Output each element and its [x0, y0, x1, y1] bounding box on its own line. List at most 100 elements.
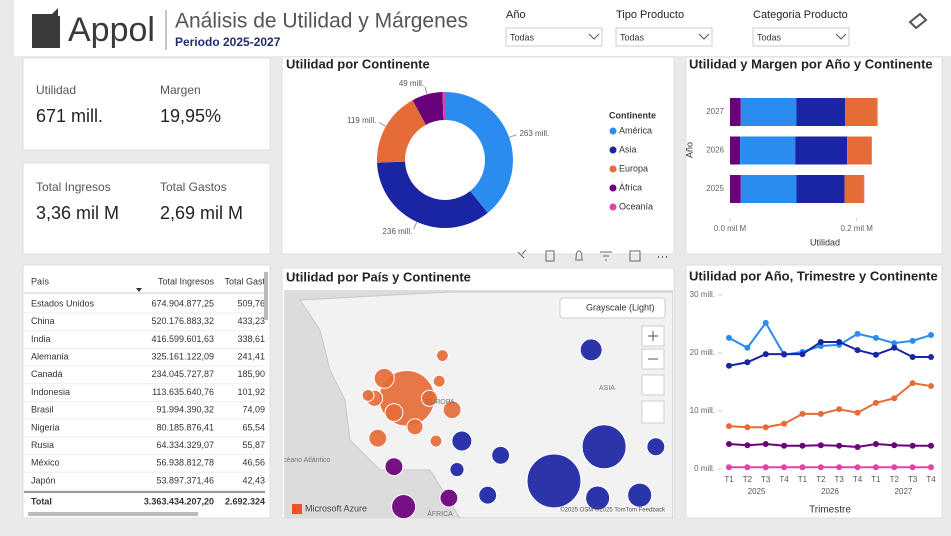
- x-tick-label: T4: [926, 475, 936, 484]
- bubble[interactable]: [449, 461, 465, 478]
- legend-marker: [609, 146, 617, 154]
- x-tick-label: T1: [724, 475, 734, 484]
- x-group-label: 2025: [748, 487, 766, 496]
- legend-label[interactable]: América: [619, 125, 652, 135]
- filter-value: Todas: [620, 32, 645, 42]
- bar-segment: [730, 175, 741, 203]
- bubble[interactable]: [406, 418, 424, 436]
- alert-icon[interactable]: [575, 250, 583, 261]
- bar-segment: [740, 98, 797, 126]
- legend-marker: [609, 203, 617, 211]
- x-axis-title: Trimestre: [809, 505, 851, 516]
- bubble[interactable]: [420, 389, 439, 407]
- table-cell: 101,92: [237, 387, 265, 397]
- bubble[interactable]: [429, 434, 443, 448]
- line-marker: [891, 344, 898, 351]
- table-cell: 234.045.727,87: [151, 369, 214, 379]
- line-marker: [854, 409, 861, 416]
- column-header[interactable]: País: [31, 276, 50, 286]
- bubble[interactable]: [526, 453, 582, 509]
- bubble[interactable]: [442, 400, 462, 420]
- pin-icon[interactable]: [517, 249, 527, 259]
- filter-icon[interactable]: [600, 251, 612, 261]
- donut-slice: [442, 92, 445, 121]
- line-marker: [817, 464, 824, 471]
- bubble[interactable]: [491, 445, 511, 465]
- filter-dropdown[interactable]: [505, 27, 603, 47]
- table-cell: Canadá: [31, 369, 63, 379]
- table-cell: 64.334.329,07: [156, 440, 214, 450]
- style-button[interactable]: [559, 297, 666, 319]
- kpi-card: [22, 162, 271, 255]
- x-tick-label: T3: [908, 475, 918, 484]
- visual-toolbar: [517, 249, 667, 262]
- bubble[interactable]: [579, 338, 603, 362]
- table: País Total Ingresos Total Gast Estados Unid…: [24, 276, 265, 506]
- bubble[interactable]: [581, 424, 627, 470]
- line-marker: [744, 464, 751, 471]
- line-marker: [928, 332, 934, 339]
- x-tick-label: T2: [890, 475, 900, 484]
- line-marker: [799, 464, 806, 471]
- kpi-value: 3,36 mil M: [36, 203, 119, 223]
- line-marker: [799, 410, 806, 417]
- bubble[interactable]: [478, 485, 498, 505]
- bubble[interactable]: [627, 482, 653, 508]
- line-marker: [817, 442, 824, 449]
- line-marker: [744, 344, 751, 351]
- filter-value: Todas: [757, 32, 782, 42]
- line-marker: [762, 464, 769, 471]
- line-marker: [744, 359, 751, 366]
- bubble[interactable]: [646, 437, 666, 457]
- bubble[interactable]: [432, 374, 446, 388]
- legend-label[interactable]: África: [619, 182, 642, 192]
- x-axis-title: Utilidad: [810, 237, 840, 247]
- tilt-button[interactable]: [641, 374, 665, 396]
- line-marker: [762, 424, 769, 431]
- data-label: 236 mill.: [383, 227, 413, 236]
- region-label: EUROPA: [425, 399, 454, 406]
- bubble[interactable]: [368, 428, 388, 448]
- bubble[interactable]: [391, 494, 417, 519]
- bubble[interactable]: [384, 403, 404, 422]
- bubble[interactable]: [436, 349, 449, 362]
- table-cell: 416.599.601,63: [151, 334, 214, 344]
- line-marker: [872, 399, 879, 406]
- bar-segment: [845, 98, 877, 126]
- legend-label[interactable]: Europa: [619, 163, 648, 173]
- compass-button[interactable]: [641, 400, 665, 424]
- legend-label[interactable]: Asia: [619, 144, 637, 154]
- table-cell: Alemania: [31, 351, 69, 361]
- bubble[interactable]: [384, 457, 404, 477]
- filter-dropdown[interactable]: [615, 27, 713, 47]
- y-tick-label: 2027: [706, 107, 724, 116]
- bubble[interactable]: [585, 485, 611, 511]
- line-marker: [762, 351, 769, 358]
- bar-segment: [847, 136, 872, 165]
- y-tick-label: 20 mill.: [690, 348, 715, 357]
- table-cell: 509,76: [237, 298, 265, 308]
- line-marker: [817, 338, 824, 345]
- scrollbar[interactable]: [264, 272, 268, 320]
- bubble[interactable]: [361, 389, 375, 402]
- table-cell: 53.897.371,46: [156, 475, 214, 485]
- line-marker: [909, 464, 916, 471]
- bubble[interactable]: [451, 430, 473, 452]
- donut-panel: [281, 56, 675, 255]
- data-label: 119 mill.: [347, 116, 376, 125]
- eraser-icon[interactable]: [908, 12, 928, 30]
- filter-dropdown[interactable]: [752, 27, 850, 47]
- line-marker: [872, 464, 879, 471]
- column-header[interactable]: Total Gast: [224, 276, 265, 286]
- table-cell: 56.938.812,78: [156, 458, 214, 468]
- bubble[interactable]: [373, 367, 395, 389]
- column-header[interactable]: Total Ingresos: [158, 276, 215, 286]
- focus-icon[interactable]: [629, 250, 641, 262]
- copy-icon[interactable]: [545, 250, 555, 262]
- filter-label: Año: [506, 9, 526, 21]
- scrollbar[interactable]: [28, 512, 198, 516]
- bubble[interactable]: [439, 488, 459, 508]
- x-tick-label: T3: [761, 475, 771, 484]
- legend-label[interactable]: Oceanía: [619, 201, 653, 211]
